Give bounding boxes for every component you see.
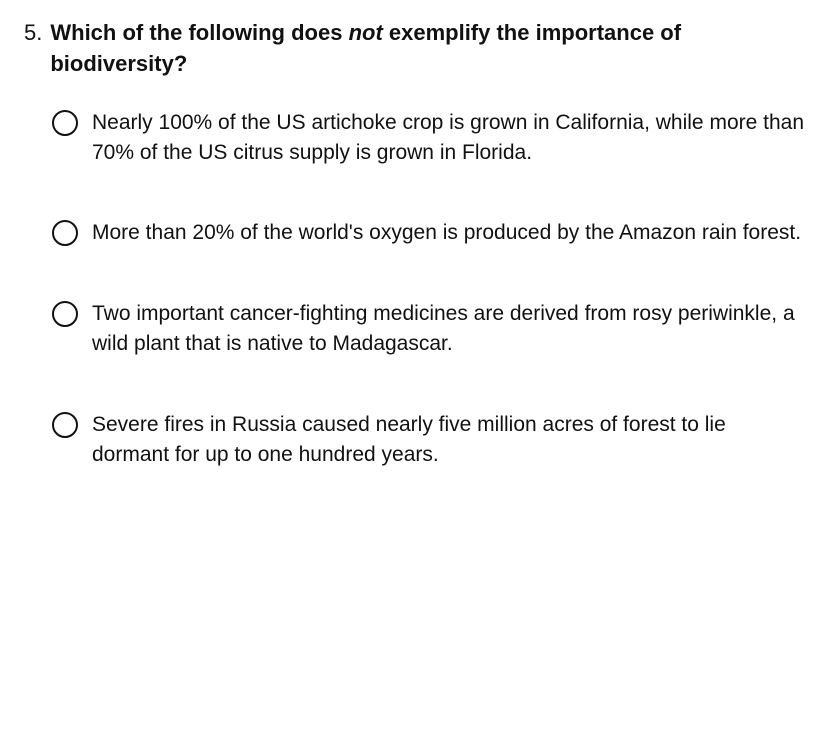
option-label: Two important cancer-fighting medicines … xyxy=(92,299,804,360)
option-c[interactable]: Two important cancer-fighting medicines … xyxy=(52,299,804,360)
option-label: Severe fires in Russia caused nearly fiv… xyxy=(92,410,804,471)
option-label: Nearly 100% of the US artichoke crop is … xyxy=(92,108,804,169)
radio-icon xyxy=(52,220,78,246)
question-text-before: Which of the following does xyxy=(50,20,348,45)
option-b[interactable]: More than 20% of the world's oxygen is p… xyxy=(52,218,804,248)
radio-icon xyxy=(52,412,78,438)
option-label: More than 20% of the world's oxygen is p… xyxy=(92,218,801,248)
radio-icon xyxy=(52,110,78,136)
question-text: Which of the following does not exemplif… xyxy=(50,18,804,80)
radio-icon xyxy=(52,301,78,327)
question-text-em: not xyxy=(349,20,383,45)
options-list: Nearly 100% of the US artichoke crop is … xyxy=(24,108,804,471)
option-a[interactable]: Nearly 100% of the US artichoke crop is … xyxy=(52,108,804,169)
question-header: 5. Which of the following does not exemp… xyxy=(24,18,804,80)
question-number: 5. xyxy=(24,18,42,49)
option-d[interactable]: Severe fires in Russia caused nearly fiv… xyxy=(52,410,804,471)
